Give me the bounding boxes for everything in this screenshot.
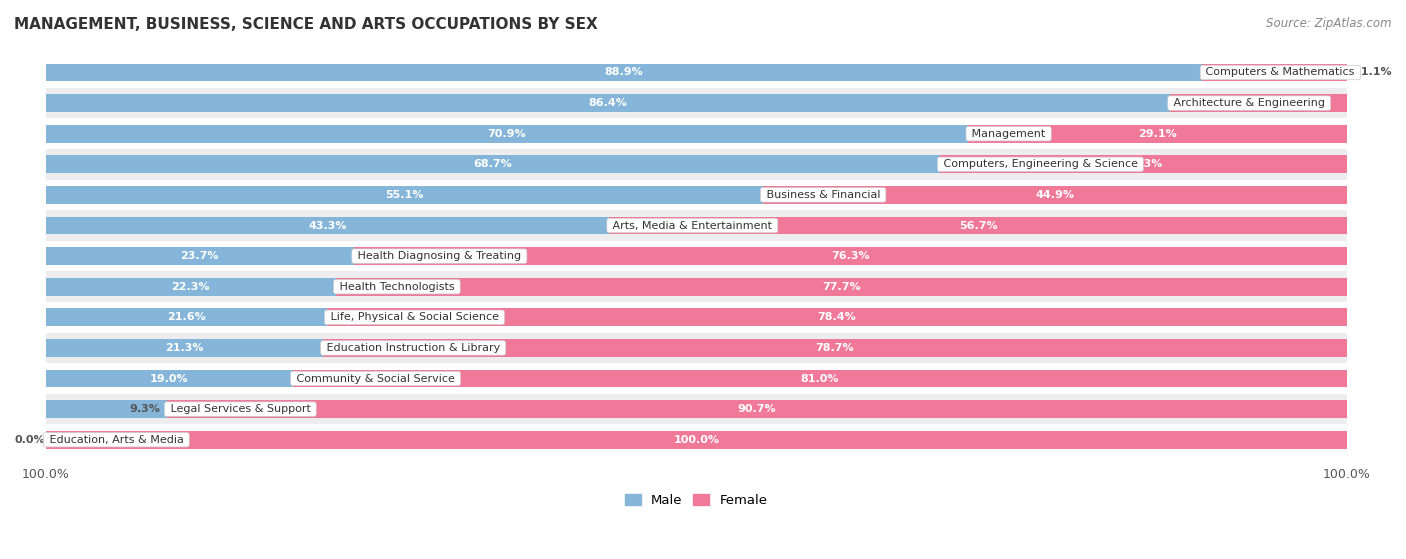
Bar (45, 155, 939, 173)
Bar (45, 94, 1170, 112)
Text: Community & Social Service: Community & Social Service (292, 373, 458, 383)
Text: 78.4%: 78.4% (817, 312, 856, 323)
Bar (45, 394, 1347, 424)
Text: Source: ZipAtlas.com: Source: ZipAtlas.com (1267, 17, 1392, 30)
Text: Education, Arts & Media: Education, Arts & Media (45, 435, 187, 445)
Bar (292, 369, 1347, 387)
Text: MANAGEMENT, BUSINESS, SCIENCE AND ARTS OCCUPATIONS BY SEX: MANAGEMENT, BUSINESS, SCIENCE AND ARTS O… (14, 17, 598, 32)
Bar (45, 64, 1202, 82)
Text: 13.6%: 13.6% (1239, 98, 1278, 108)
Text: Legal Services & Support: Legal Services & Support (167, 404, 314, 414)
Text: Computers & Mathematics: Computers & Mathematics (1202, 68, 1358, 78)
Text: 21.6%: 21.6% (167, 312, 205, 323)
Text: Arts, Media & Entertainment: Arts, Media & Entertainment (609, 220, 776, 230)
Text: Architecture & Engineering: Architecture & Engineering (1170, 98, 1329, 108)
Text: 29.1%: 29.1% (1139, 129, 1177, 139)
Bar (336, 278, 1347, 296)
Bar (1202, 64, 1347, 82)
Text: Life, Physical & Social Science: Life, Physical & Social Science (326, 312, 502, 323)
Text: 81.0%: 81.0% (800, 373, 839, 383)
Bar (45, 210, 1347, 241)
Text: Business & Financial: Business & Financial (762, 190, 883, 200)
Text: 21.3%: 21.3% (165, 343, 204, 353)
Bar (1170, 94, 1347, 112)
Text: 78.7%: 78.7% (815, 343, 855, 353)
Text: 9.3%: 9.3% (129, 404, 160, 414)
Text: 90.7%: 90.7% (738, 404, 776, 414)
Bar (45, 431, 1347, 448)
Text: 77.7%: 77.7% (823, 282, 860, 292)
Text: 0.0%: 0.0% (15, 435, 45, 445)
Text: Health Technologists: Health Technologists (336, 282, 458, 292)
Text: 23.7%: 23.7% (180, 251, 219, 261)
Text: 55.1%: 55.1% (385, 190, 423, 200)
Text: Management: Management (969, 129, 1049, 139)
Bar (326, 309, 1347, 326)
Text: 11.1%: 11.1% (1354, 68, 1392, 78)
Bar (354, 247, 1347, 265)
Bar (45, 278, 336, 296)
Text: 100.0%: 100.0% (673, 435, 720, 445)
Text: Education Instruction & Library: Education Instruction & Library (323, 343, 503, 353)
Bar (45, 149, 1347, 179)
Bar (969, 125, 1347, 143)
Bar (45, 217, 609, 234)
Text: 22.3%: 22.3% (172, 282, 209, 292)
Text: 88.9%: 88.9% (605, 68, 644, 78)
Text: 86.4%: 86.4% (588, 98, 627, 108)
Text: 68.7%: 68.7% (474, 159, 512, 169)
Text: 70.9%: 70.9% (488, 129, 526, 139)
Text: Health Diagnosing & Treating: Health Diagnosing & Treating (354, 251, 524, 261)
Text: 44.9%: 44.9% (1035, 190, 1074, 200)
Bar (45, 309, 326, 326)
Bar (45, 400, 167, 418)
Text: 43.3%: 43.3% (308, 220, 347, 230)
Bar (45, 369, 292, 387)
Text: 76.3%: 76.3% (831, 251, 870, 261)
Legend: Male, Female: Male, Female (620, 489, 773, 512)
Bar (45, 88, 1347, 119)
Text: 56.7%: 56.7% (959, 220, 997, 230)
Bar (45, 186, 762, 204)
Text: 31.3%: 31.3% (1123, 159, 1163, 169)
Bar (45, 247, 354, 265)
Bar (45, 125, 969, 143)
Bar (609, 217, 1347, 234)
Bar (762, 186, 1347, 204)
Bar (45, 333, 1347, 363)
Text: 19.0%: 19.0% (150, 373, 188, 383)
Text: Computers, Engineering & Science: Computers, Engineering & Science (939, 159, 1142, 169)
Bar (939, 155, 1347, 173)
Bar (45, 272, 1347, 302)
Bar (45, 339, 323, 357)
Bar (167, 400, 1347, 418)
Bar (323, 339, 1347, 357)
